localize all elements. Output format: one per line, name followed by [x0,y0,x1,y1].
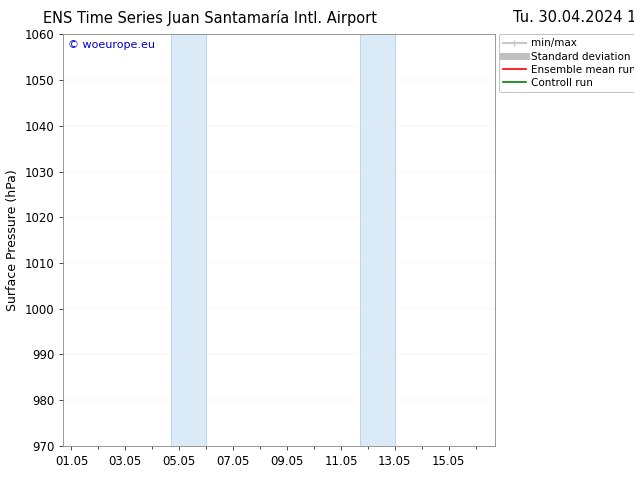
Text: ENS Time Series Juan Santamaría Intl. Airport: ENS Time Series Juan Santamaría Intl. Ai… [43,10,377,26]
Text: © woeurope.eu: © woeurope.eu [68,41,155,50]
Text: Tu. 30.04.2024 10 UTC: Tu. 30.04.2024 10 UTC [513,10,634,25]
Bar [171,34,206,446]
Bar [359,34,395,446]
Y-axis label: Surface Pressure (hPa): Surface Pressure (hPa) [6,169,19,311]
Legend: min/max, Standard deviation, Ensemble mean run, Controll run: min/max, Standard deviation, Ensemble me… [499,34,634,92]
